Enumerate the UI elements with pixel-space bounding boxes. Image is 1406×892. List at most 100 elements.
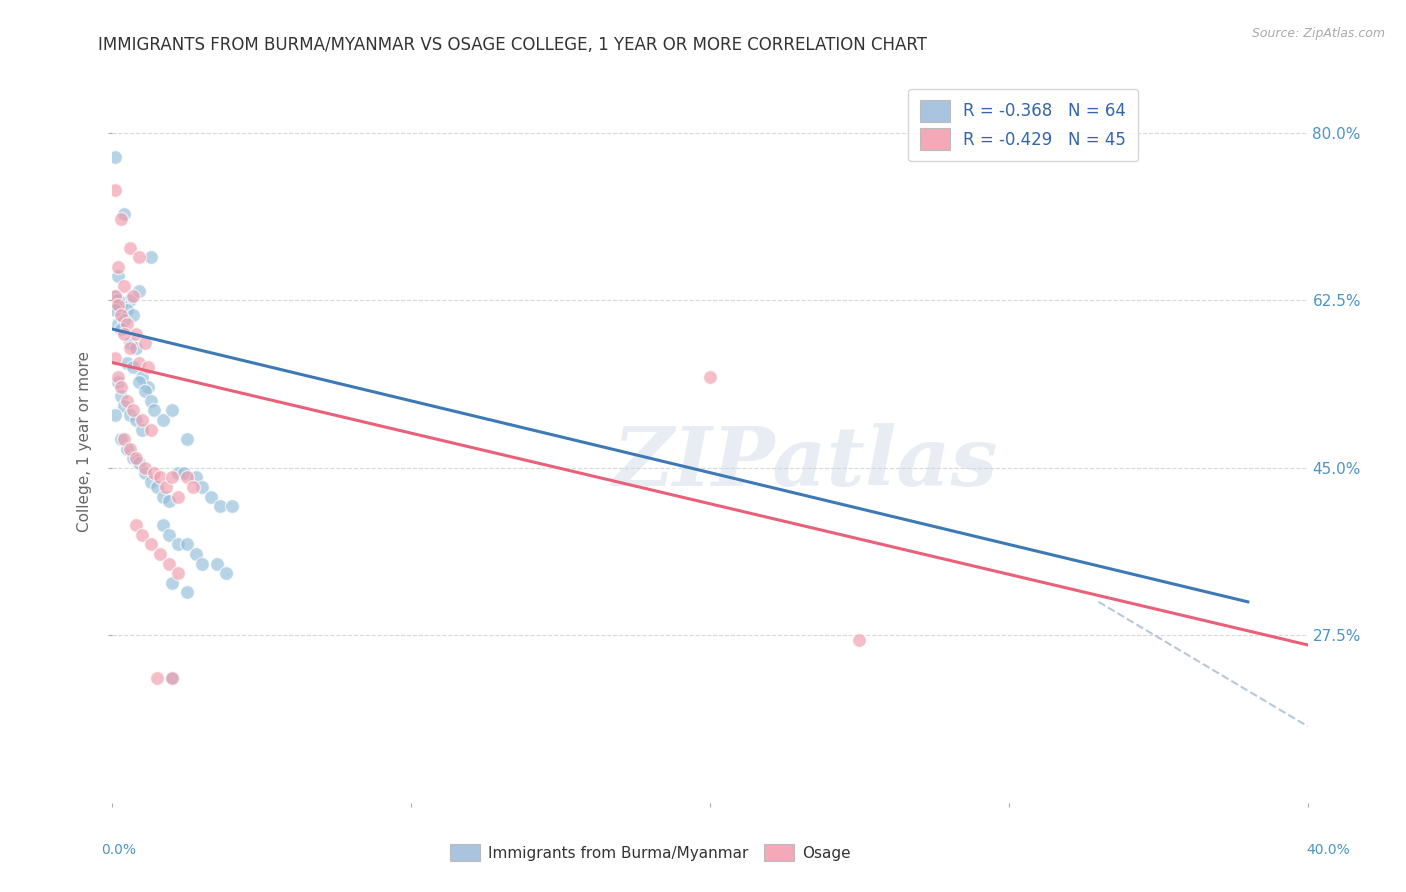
Point [117, 318, 139, 332]
Text: 40.0%: 40.0% [1306, 843, 1350, 857]
Point [167, 490, 190, 504]
Point [162, 672, 183, 686]
Point [104, 408, 127, 422]
Point [110, 322, 132, 336]
Point [104, 298, 127, 312]
Point [134, 336, 156, 351]
Point [117, 442, 139, 456]
Point [122, 360, 145, 375]
Point [114, 399, 135, 413]
Point [152, 413, 174, 427]
Point [122, 288, 145, 302]
Point [110, 432, 132, 446]
Point [149, 470, 172, 484]
Point [143, 466, 166, 480]
Point [104, 351, 127, 365]
Point [117, 302, 139, 317]
Point [146, 672, 169, 686]
Point [122, 451, 145, 466]
Point [125, 451, 148, 466]
Point [157, 557, 180, 571]
Point [114, 207, 135, 221]
Point [107, 269, 129, 284]
Point [209, 499, 232, 513]
Point [110, 389, 132, 403]
Point [162, 575, 183, 590]
Point [167, 537, 190, 551]
Point [173, 466, 195, 480]
Point [107, 260, 129, 274]
Point [134, 461, 156, 475]
Point [167, 466, 190, 480]
Point [114, 326, 135, 341]
Point [848, 633, 870, 648]
Point [221, 499, 243, 513]
Text: 0.0%: 0.0% [101, 843, 136, 857]
Point [122, 308, 145, 322]
Point [120, 336, 142, 351]
Point [131, 528, 153, 542]
Text: Source: ZipAtlas.com: Source: ZipAtlas.com [1251, 27, 1385, 40]
Point [134, 466, 156, 480]
Point [125, 341, 148, 355]
Point [186, 547, 208, 561]
Point [131, 413, 153, 427]
Point [186, 470, 208, 484]
Point [162, 470, 183, 484]
Point [114, 279, 135, 293]
Point [120, 408, 142, 422]
Point [162, 403, 183, 417]
Point [131, 370, 153, 384]
Point [125, 326, 148, 341]
Point [128, 456, 150, 470]
Point [191, 480, 214, 494]
Point [215, 566, 238, 581]
Point [104, 150, 127, 164]
Point [176, 470, 198, 484]
Point [699, 370, 721, 384]
Point [181, 480, 204, 494]
Point [125, 413, 148, 427]
Point [104, 302, 127, 317]
Point [191, 557, 214, 571]
Point [141, 250, 163, 264]
Point [104, 293, 127, 308]
Point [205, 557, 228, 571]
Point [104, 183, 127, 197]
Point [117, 355, 139, 369]
Point [117, 393, 139, 408]
Y-axis label: College, 1 year or more: College, 1 year or more [77, 351, 93, 532]
Point [120, 241, 142, 255]
Point [104, 288, 127, 302]
Point [110, 212, 132, 227]
Point [176, 585, 198, 599]
Point [152, 490, 174, 504]
Point [104, 288, 127, 302]
Point [131, 423, 153, 437]
Point [134, 384, 156, 399]
Point [110, 298, 132, 312]
Point [155, 480, 177, 494]
Point [107, 375, 129, 389]
Point [128, 284, 150, 298]
Point [107, 298, 129, 312]
Point [107, 318, 129, 332]
Point [141, 423, 163, 437]
Point [128, 250, 150, 264]
Point [176, 432, 198, 446]
Point [110, 308, 132, 322]
Point [110, 379, 132, 393]
Point [114, 432, 135, 446]
Text: ZIPatlas: ZIPatlas [613, 423, 998, 503]
Point [138, 379, 160, 393]
Point [167, 566, 190, 581]
Point [143, 403, 166, 417]
Point [141, 475, 163, 490]
Point [107, 293, 129, 308]
Point [141, 393, 163, 408]
Point [157, 494, 180, 508]
Point [122, 403, 145, 417]
Point [120, 341, 142, 355]
Point [157, 528, 180, 542]
Point [149, 547, 172, 561]
